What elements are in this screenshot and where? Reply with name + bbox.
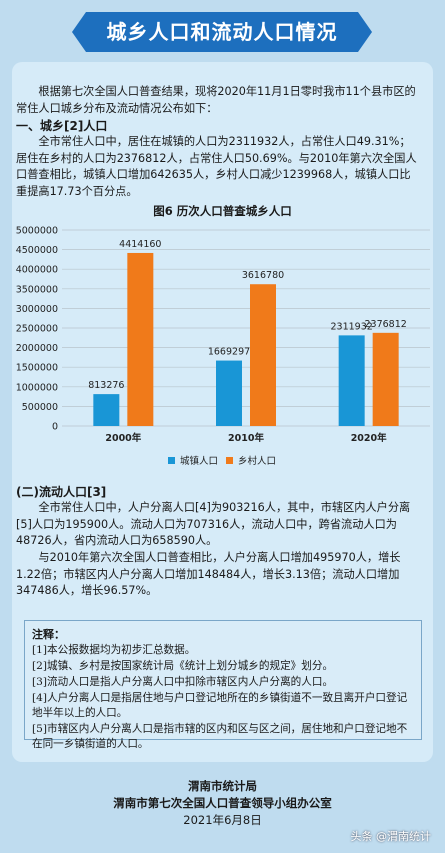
bar — [372, 332, 399, 426]
watermark: 头条 @渭南统计 — [350, 830, 432, 843]
y-tick-label: 4000000 — [16, 265, 58, 276]
data-label: 1669297 — [208, 347, 250, 358]
note-item: [1]本公报数据均为初步汇总数据。 — [32, 644, 196, 656]
chart-title: 图6 历次人口普查城乡人口 — [153, 204, 292, 218]
note-item: [2]城镇、乡村是按国家统计局《统计上划分城乡的规定》划分。 — [32, 660, 334, 672]
notes-title: 注释： — [32, 628, 65, 641]
legend-swatch — [168, 457, 175, 464]
x-tick-label: 2000年 — [105, 432, 141, 444]
bar — [338, 335, 365, 426]
y-tick-label: 4500000 — [16, 245, 58, 256]
y-tick-label: 500000 — [22, 402, 58, 413]
page-title: 城乡人口和流动人口情况 — [106, 20, 338, 44]
y-tick-label: 2500000 — [16, 324, 58, 335]
y-tick-label: 3500000 — [16, 284, 58, 295]
y-tick-label: 1000000 — [16, 382, 58, 393]
notes-box — [24, 620, 422, 740]
data-label: 813276 — [88, 380, 124, 391]
y-tick-label: 3000000 — [16, 304, 58, 315]
legend-swatch — [226, 457, 233, 464]
section2-heading: (二)流动人口[3] — [16, 485, 107, 499]
page-title-banner: 城乡人口和流动人口情况 — [72, 12, 372, 52]
section2-body2: 与2010年第六次全国人口普查相比，人户分离人口增加495970人，增长1.22… — [16, 551, 401, 598]
data-label: 3616780 — [242, 270, 284, 281]
intro-text: 根据第七次全国人口普查结果，现将2020年11月1日零时我市11个县市区的常住人… — [16, 85, 416, 115]
bar — [93, 394, 120, 426]
bar — [127, 252, 154, 426]
footer-date: 2021年6月8日 — [183, 813, 262, 827]
data-label: 2311932 — [331, 321, 373, 332]
y-tick-label: 2000000 — [16, 343, 58, 354]
note-item: [4]人户分离人口是指居住地与户口登记地所在的乡镇街道不一致且离开户口登记地半年… — [32, 692, 408, 720]
x-tick-label: 2010年 — [228, 432, 264, 444]
data-label: 4414160 — [119, 239, 161, 250]
y-tick-label: 1500000 — [16, 363, 58, 374]
section1-heading: 一、城乡[2]人口 — [16, 119, 108, 133]
legend-label: 城镇人口 — [180, 455, 218, 467]
section1-body: 全市常住人口中，居住在城镇的人口为2311932人，占常住人口49.31%；居住… — [16, 135, 417, 198]
bar — [216, 360, 242, 426]
footer-org2: 渭南市第七次全国人口普查领导小组办公室 — [113, 796, 332, 810]
note-item: [3]流动人口是指人户分离人口中扣除市辖区内人户分离的人口。 — [32, 676, 334, 688]
footer-org1: 渭南市统计局 — [188, 779, 257, 793]
data-label: 2376812 — [365, 319, 407, 330]
legend-label: 乡村人口 — [238, 455, 276, 467]
note-item: [5]市辖区内人户分离人口是指市辖的区内和区与区之间，居住地和户口登记地不在同一… — [32, 723, 408, 751]
y-tick-label: 5000000 — [16, 226, 58, 237]
y-tick-label: 0 — [52, 422, 58, 433]
bar — [250, 284, 276, 426]
section2-body1: 全市常住人口中，人户分离人口[4]为903216人，其中，市辖区内人户分离[5]… — [16, 501, 411, 548]
bar-chart: 0 500000 1000000 1500000 2000000 2500000 30000… — [16, 226, 430, 467]
x-tick-label: 2020年 — [351, 432, 387, 444]
